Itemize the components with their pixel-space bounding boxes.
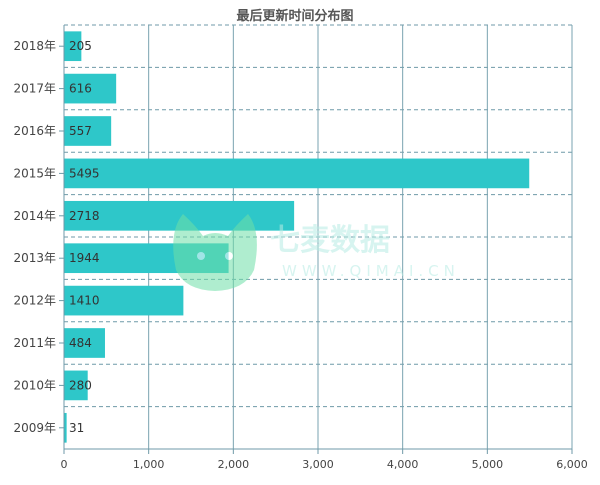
- bar-value-label: 280: [69, 378, 92, 392]
- bar-value-label: 1944: [69, 251, 100, 265]
- x-tick-label: 2,000: [218, 458, 250, 471]
- category-label: 2017年: [13, 82, 56, 96]
- watermark-url: WWW.QIMAI.CN: [282, 262, 460, 280]
- bar-value-label: 1410: [69, 294, 100, 308]
- bar: [64, 285, 184, 316]
- x-tick-labels: 0 1,000 2,000 3,000 4,000 5,000 6,000: [61, 448, 588, 471]
- bar: [64, 412, 67, 443]
- cat-logo-icon: [173, 214, 257, 291]
- category-label: 2014年: [13, 209, 56, 223]
- bar: [64, 370, 88, 401]
- bar-value-label: 616: [69, 82, 92, 96]
- watermark: 七麦数据 WWW.QIMAI.CN: [173, 214, 460, 291]
- category-labels: 2018年 2017年 2016年 2015年 2014年 2013年 2012年 2011年…: [13, 39, 64, 435]
- category-label: 2010年: [13, 378, 56, 392]
- x-tick-label: 0: [61, 458, 68, 471]
- bar: [64, 116, 112, 146]
- x-tick-label: 5,000: [472, 458, 504, 471]
- category-label: 2009年: [13, 421, 56, 435]
- category-label: 2015年: [13, 166, 56, 180]
- watermark-text: 七麦数据: [270, 223, 390, 258]
- bar-value-label: 2718: [69, 209, 100, 223]
- chart-title: 最后更新时间分布图: [236, 8, 353, 24]
- category-label: 2012年: [13, 294, 56, 308]
- bar: [64, 31, 82, 62]
- x-tick-label: 3,000: [302, 458, 334, 471]
- bar: [64, 158, 530, 189]
- bars: 205 616 557 5495 2718 1944 1410 484 280 31: [64, 31, 530, 443]
- category-label: 2011年: [13, 336, 56, 350]
- x-tick-label: 4,000: [387, 458, 419, 471]
- category-label: 2016年: [13, 124, 56, 138]
- category-label: 2013年: [13, 251, 56, 265]
- bar-value-label: 5495: [69, 166, 100, 180]
- bar-value-label: 205: [69, 39, 92, 53]
- bar-value-label: 557: [69, 124, 92, 138]
- bar-value-label: 31: [69, 421, 84, 435]
- category-label: 2018年: [13, 39, 56, 53]
- bar: [64, 73, 117, 104]
- x-tick-label: 1,000: [133, 458, 165, 471]
- bar-value-label: 484: [69, 336, 92, 350]
- bar: [64, 328, 105, 358]
- x-tick-label: 6,000: [556, 458, 588, 471]
